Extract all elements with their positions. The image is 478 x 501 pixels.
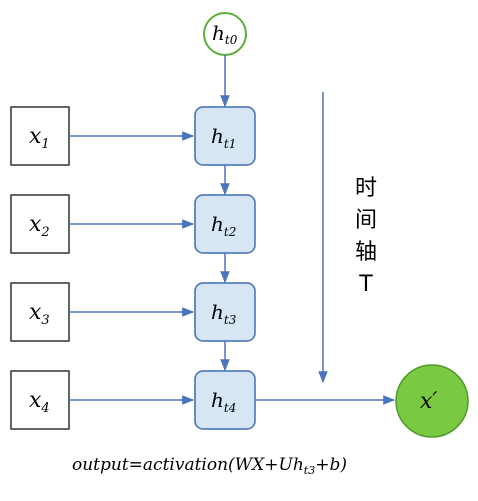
hidden-state-box <box>194 106 256 166</box>
hidden-state-h4: ht4 <box>194 370 256 430</box>
input-box <box>10 282 70 342</box>
input-box <box>10 106 70 166</box>
hidden-state-h2: ht2 <box>194 194 256 254</box>
input-box <box>10 194 70 254</box>
time-axis-char: 间 <box>355 208 377 233</box>
hidden-state-h3: ht3 <box>194 282 256 342</box>
time-axis-label: 时 间 轴 T <box>355 176 377 297</box>
input-node-x4: x4 <box>10 370 70 430</box>
hidden-state-h1: ht1 <box>194 106 256 166</box>
time-axis-char: T <box>358 272 373 297</box>
hidden-state-label: ht2 <box>211 212 236 239</box>
input-box <box>10 370 70 430</box>
input-label: x2 <box>29 212 50 240</box>
hidden-state-box <box>194 194 256 254</box>
input-node-x3: x3 <box>10 282 70 342</box>
input-node-x2: x2 <box>10 194 70 254</box>
output-node: x′ <box>395 364 469 438</box>
input-label: x1 <box>29 124 50 152</box>
input-label: x4 <box>29 388 50 416</box>
hidden-state-box <box>194 282 256 342</box>
hidden-state-label: ht3 <box>211 300 237 327</box>
hidden-state-label: ht4 <box>211 388 236 415</box>
hidden-state-box <box>194 370 256 430</box>
time-axis-char: 轴 <box>355 240 377 265</box>
time-axis-char: 时 <box>355 176 377 201</box>
initial-state-node: ht0 <box>203 12 247 56</box>
output-label: x′ <box>420 389 437 414</box>
initial-state-label: ht0 <box>212 21 238 47</box>
input-label: x3 <box>29 300 50 328</box>
hidden-state-label: ht1 <box>211 124 236 151</box>
formula: output=activation(WX+Uht3+b) <box>72 455 347 477</box>
input-node-x1: x1 <box>10 106 70 166</box>
output-circle <box>395 364 469 438</box>
